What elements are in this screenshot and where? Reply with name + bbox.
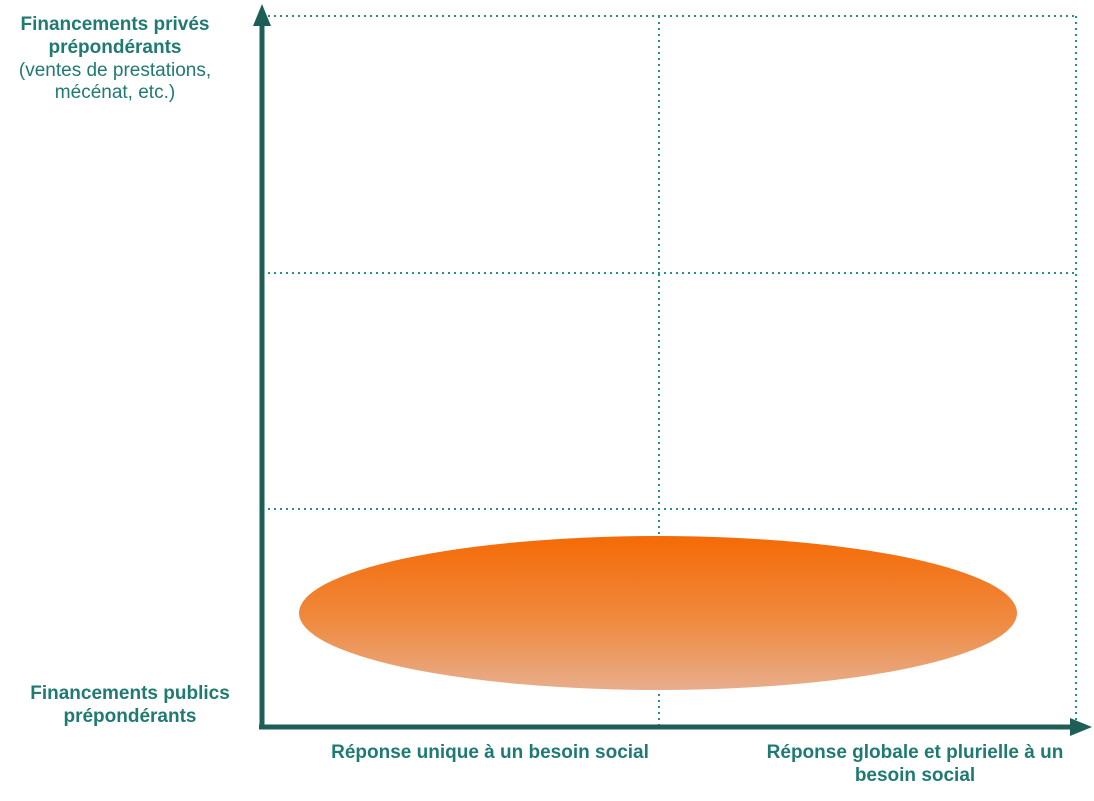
y-axis-bottom-label: Financements publics prépondérants [30,683,230,727]
highlight-ellipse [299,536,1017,690]
y-axis-arrow-icon [253,4,271,26]
x-axis-arrow-icon [1070,718,1092,736]
y-axis-top-note: (ventes de prestations, mécénat, etc.) [18,59,212,104]
x-axis-left-label: Réponse unique à un besoin social [331,742,649,763]
y-axis-top-label: Financements privés prépondérants (vente… [0,14,230,105]
axes [253,4,1092,736]
grid [262,15,1077,726]
x-axis-right-label: Réponse globale et plurielle à un besoin… [766,742,1064,786]
y-axis-top-title: Financements privés prépondérants [20,14,210,58]
